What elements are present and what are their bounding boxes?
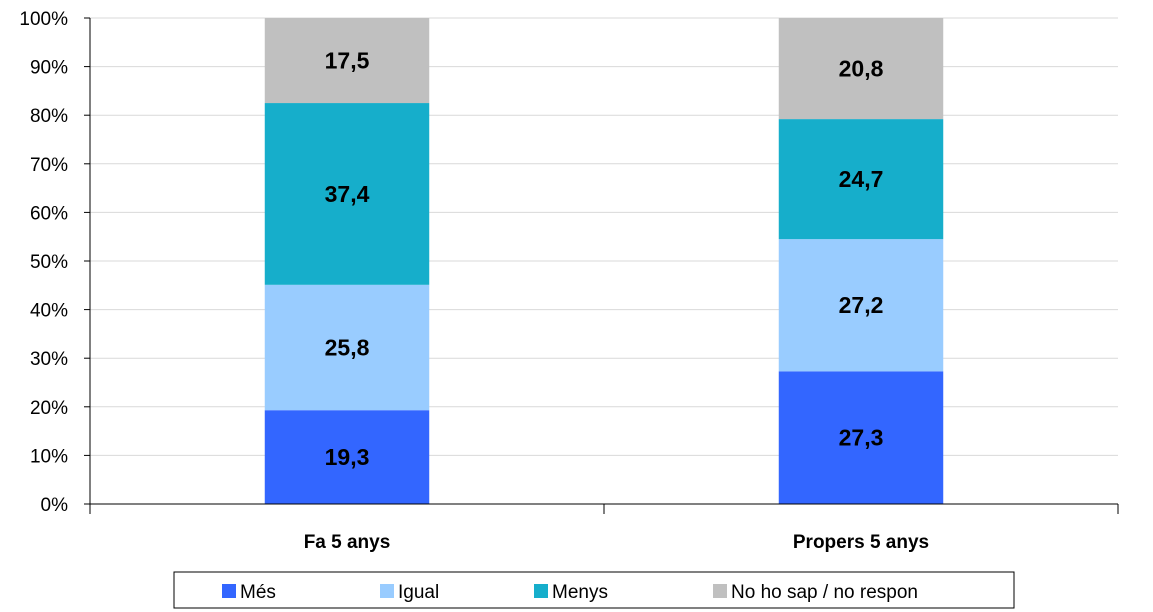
- bar-segment: [778, 371, 944, 504]
- y-tick-label: 0%: [41, 495, 69, 516]
- bar-segment: [778, 18, 944, 120]
- legend: Més Igual Menys No ho sap / no respon: [173, 571, 1015, 609]
- legend-label: Més: [240, 582, 276, 603]
- bar-segment: [778, 119, 944, 240]
- legend-swatch: [534, 584, 548, 598]
- bar-segment: [778, 239, 944, 372]
- y-tick-label: 50%: [30, 252, 68, 273]
- y-tick-label: 30%: [30, 349, 68, 370]
- x-category-label: Propers 5 anys: [793, 532, 929, 553]
- y-tick-label: 70%: [30, 155, 68, 176]
- y-tick-label: 20%: [30, 398, 68, 419]
- bars: 19,3 25,8 37,4 17,5 27,3 27,2 24,7 20,8: [264, 18, 944, 504]
- bar-segment: [264, 18, 430, 104]
- y-tick-label: 80%: [30, 106, 68, 127]
- y-tick-label: 90%: [30, 58, 68, 79]
- data-label: 19,3: [325, 444, 370, 470]
- y-tick-label: 10%: [30, 446, 68, 467]
- data-label: 25,8: [325, 335, 370, 361]
- legend-label: Igual: [398, 582, 439, 603]
- legend-swatch: [380, 584, 394, 598]
- data-label: 17,5: [325, 48, 370, 74]
- legend-box: [173, 571, 1015, 609]
- data-label: 24,7: [839, 166, 884, 192]
- legend-label: No ho sap / no respon: [731, 582, 918, 603]
- legend-swatch: [713, 584, 727, 598]
- x-category-label: Fa 5 anys: [304, 532, 391, 553]
- bar-segment: [264, 103, 430, 285]
- legend-label: Menys: [552, 582, 608, 603]
- gridlines: [90, 17, 1118, 456]
- bar-segment: [264, 284, 430, 411]
- data-label: 20,8: [839, 56, 884, 82]
- bar-segment: [264, 410, 430, 504]
- y-tick-label: 100%: [19, 9, 68, 30]
- data-label: 37,4: [325, 181, 370, 207]
- data-label: 27,2: [839, 292, 884, 318]
- y-tick-label: 40%: [30, 301, 68, 322]
- legend-swatch: [222, 584, 236, 598]
- data-label: 27,3: [839, 425, 884, 451]
- y-tick-label: 60%: [30, 203, 68, 224]
- axes: 0% 10% 20% 30% 40% 50% 60% 70% 80% 90% 100% Fa 5 an…: [19, 9, 1119, 553]
